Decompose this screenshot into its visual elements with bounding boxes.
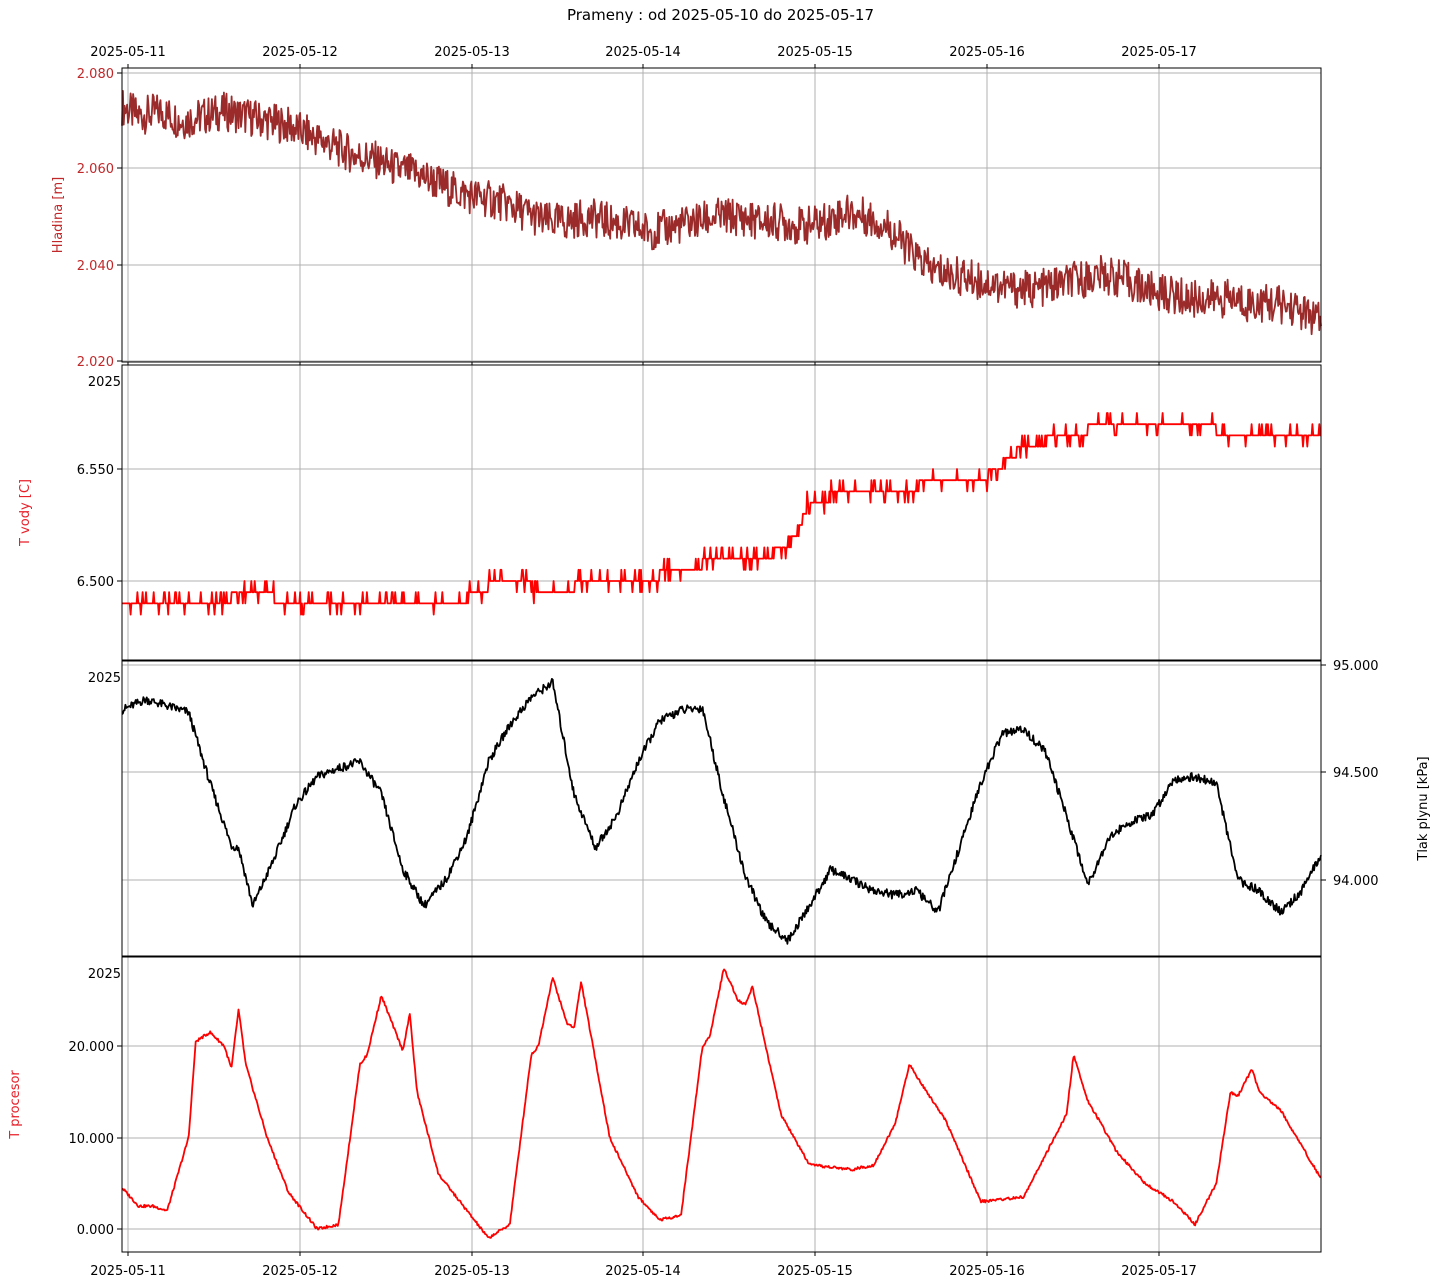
panel-frame-1 <box>121 67 1322 363</box>
y-tick-label: 2.020 <box>77 355 114 370</box>
x-tick-label-bottom: 2025-05-16 <box>949 1264 1025 1279</box>
y-tick-label: 6.500 <box>77 575 114 590</box>
x-tick-label-top: 2025-05-17 <box>1121 45 1197 60</box>
series-line-4 <box>121 968 1322 1239</box>
x-tick-label-bottom: 2025-05-17 <box>1121 1264 1197 1279</box>
y-tick-label: 6.550 <box>77 463 114 478</box>
y-axis-label: Tlak plynu [kPa] <box>1416 756 1431 861</box>
y-tick-label: 2.080 <box>77 67 114 82</box>
y-tick-label: 20.000 <box>69 1040 115 1055</box>
x-tick-label-top: 2025-05-16 <box>949 45 1025 60</box>
x-tick-label-bottom: 2025-05-13 <box>434 1264 510 1279</box>
panel-frame-2 <box>121 364 1322 661</box>
x-tick-label-top: 2025-05-13 <box>434 45 510 60</box>
y-tick-label: 95.000 <box>1333 659 1379 674</box>
y-corner-label: 2025 <box>88 671 121 686</box>
y-axis-label: T procesor <box>8 1070 23 1140</box>
x-tick-label-top: 2025-05-14 <box>605 45 681 60</box>
panel-frame-3 <box>121 660 1322 957</box>
series-line-1 <box>121 90 1322 336</box>
y-tick-label: 94.500 <box>1333 766 1379 781</box>
y-tick-label: 10.000 <box>69 1132 115 1147</box>
chart-title: Prameny : od 2025-05-10 do 2025-05-17 <box>566 6 874 24</box>
x-tick-label-top: 2025-05-11 <box>90 45 166 60</box>
y-tick-label: 0.000 <box>77 1223 114 1238</box>
y-axis-label: Hladina [m] <box>51 177 66 253</box>
x-tick-label-top: 2025-05-12 <box>262 45 338 60</box>
series-line-2 <box>122 412 1321 616</box>
y-tick-label: 2.060 <box>77 162 114 177</box>
x-tick-label-bottom: 2025-05-11 <box>90 1264 166 1279</box>
x-tick-label-bottom: 2025-05-14 <box>605 1264 681 1279</box>
y-axis-label: T vody [C] <box>18 479 33 547</box>
panel-frame-4 <box>121 956 1322 1253</box>
x-tick-label-top: 2025-05-15 <box>777 45 853 60</box>
y-tick-label: 94.000 <box>1333 874 1379 889</box>
x-tick-label-bottom: 2025-05-12 <box>262 1264 338 1279</box>
series-line-3 <box>121 678 1322 945</box>
y-corner-label: 2025 <box>88 967 121 982</box>
y-tick-label: 2.040 <box>77 259 114 274</box>
y-corner-label: 2025 <box>88 375 121 390</box>
x-tick-label-bottom: 2025-05-15 <box>777 1264 853 1279</box>
